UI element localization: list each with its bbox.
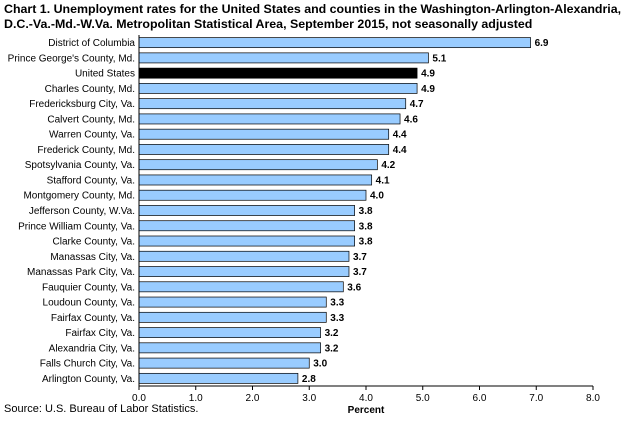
- value-label: 4.7: [410, 99, 424, 110]
- value-label: 3.2: [325, 328, 339, 339]
- value-label: 3.6: [347, 282, 361, 293]
- value-labels-group: 6.9 5.1 4.9 4.9 4.7 4.6 4.4 4.4 4.2 4.1 4.0 3.8 3.8 3…: [302, 38, 549, 385]
- x-tick-label: 6.0: [473, 393, 487, 404]
- x-tick-label: 3.0: [302, 393, 316, 404]
- category-label: Manassas City, Va.: [50, 252, 135, 263]
- value-label: 2.8: [302, 374, 316, 385]
- category-label: Warren County, Va.: [49, 130, 135, 141]
- category-label: United States: [75, 69, 135, 80]
- value-label: 3.3: [330, 313, 344, 324]
- category-label: Alexandria City, Va.: [49, 343, 135, 354]
- bar-13: [138, 235, 355, 247]
- bar-4: [138, 98, 407, 110]
- category-label: Stafford County, Va.: [47, 175, 135, 186]
- bar-1: [138, 52, 429, 64]
- value-label: 5.1: [432, 53, 446, 64]
- value-label: 6.9: [535, 38, 549, 49]
- value-label: 4.9: [421, 69, 435, 80]
- value-label: 4.9: [421, 84, 435, 95]
- category-label: Montgomery County, Md.: [23, 191, 135, 202]
- bar-8: [138, 159, 378, 171]
- chart-title: Chart 1. Unemployment rates for the Unit…: [4, 2, 622, 31]
- category-label: Loudoun County, Va.: [43, 298, 135, 309]
- bars-group: [138, 37, 531, 384]
- value-label: 3.7: [353, 267, 367, 278]
- bar-11: [138, 205, 355, 216]
- bar-6: [138, 128, 390, 140]
- x-tick-label: 2.0: [246, 393, 260, 404]
- x-tick-label: 5.0: [416, 393, 430, 404]
- value-label: 3.3: [330, 298, 344, 309]
- category-label: Manassas Park City, Va.: [27, 267, 135, 278]
- value-label: 3.7: [353, 252, 367, 263]
- category-label: Prince William County, Va.: [18, 221, 135, 232]
- value-label: 4.4: [393, 145, 407, 156]
- bar-20: [138, 342, 321, 354]
- category-label: Clarke County, Va.: [53, 237, 135, 248]
- x-tick-label: 1.0: [189, 393, 203, 404]
- category-label: Fairfax City, Va.: [65, 328, 135, 339]
- x-tick-label: 4.0: [359, 393, 373, 404]
- axes-group: 0.0 1.0 2.0 3.0 4.0 5.0 6.0 7.0 8.0: [132, 35, 600, 404]
- bar-12: [138, 220, 355, 232]
- bar-18: [138, 311, 327, 323]
- bar-22: [138, 372, 299, 384]
- bar-15: [138, 266, 350, 277]
- category-label: Calvert County, Md.: [47, 114, 135, 125]
- category-label: Fauquier County, Va.: [42, 282, 135, 293]
- category-label: Jefferson County, W.Va.: [29, 206, 135, 217]
- value-label: 3.0: [313, 359, 327, 370]
- x-tick-label: 8.0: [586, 393, 600, 404]
- value-label: 4.0: [370, 191, 384, 202]
- bar-21: [138, 357, 310, 369]
- bar-19: [138, 327, 321, 338]
- bar-14: [138, 250, 350, 262]
- bar-2: [138, 67, 418, 79]
- value-label: 4.1: [376, 175, 390, 186]
- value-label: 3.8: [359, 221, 373, 232]
- category-label: District of Columbia: [48, 38, 135, 49]
- bar-3: [138, 83, 418, 94]
- category-label: Charles County, Md.: [45, 84, 135, 95]
- bar-5: [138, 113, 401, 125]
- x-tick-label: 0.0: [132, 393, 146, 404]
- category-label: Falls Church City, Va.: [40, 359, 135, 370]
- value-label: 3.8: [359, 206, 373, 217]
- value-label: 3.8: [359, 237, 373, 248]
- bar-17: [138, 296, 327, 308]
- bar-16: [138, 281, 344, 293]
- category-label: Prince George's County, Md.: [8, 53, 135, 64]
- bar-7: [138, 144, 390, 155]
- category-labels-group: District of Columbia Prince George's Coun…: [8, 38, 136, 385]
- category-label: Arlington County, Va.: [42, 374, 135, 385]
- bar-9: [138, 174, 373, 186]
- category-label: Spotsylvania County, Va.: [25, 160, 135, 171]
- bar-10: [138, 189, 367, 201]
- x-tick-label: 7.0: [529, 393, 543, 404]
- value-label: 3.2: [325, 343, 339, 354]
- source-note: Source: U.S. Bureau of Labor Statistics.: [4, 403, 199, 415]
- x-axis-label: Percent: [348, 405, 385, 416]
- category-label: Fairfax County, Va.: [51, 313, 135, 324]
- category-label: Fredericksburg City, Va.: [29, 99, 135, 110]
- bar-0: [138, 37, 531, 49]
- value-label: 4.4: [393, 130, 407, 141]
- category-label: Frederick County, Md.: [37, 145, 135, 156]
- value-label: 4.6: [404, 114, 418, 125]
- value-label: 4.2: [381, 160, 395, 171]
